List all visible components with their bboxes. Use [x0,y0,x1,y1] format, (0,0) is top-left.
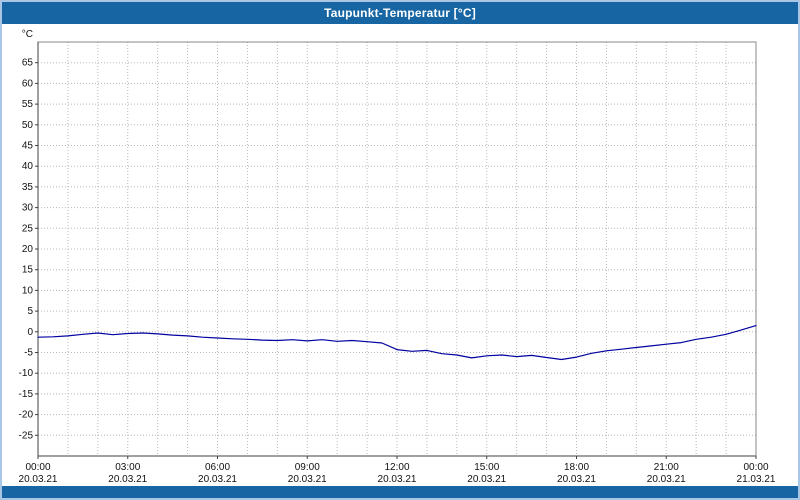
svg-text:5: 5 [27,306,33,317]
svg-text:20.03.21: 20.03.21 [378,474,417,485]
svg-text:20.03.21: 20.03.21 [467,474,506,485]
svg-text:60: 60 [22,78,34,89]
svg-text:°C: °C [22,29,33,40]
svg-text:25: 25 [22,223,34,234]
svg-text:20.03.21: 20.03.21 [557,474,596,485]
svg-text:09:00: 09:00 [295,462,320,473]
svg-text:35: 35 [22,182,34,193]
svg-text:-10: -10 [19,368,34,379]
svg-text:00:00: 00:00 [25,462,50,473]
svg-text:21.03.21: 21.03.21 [737,474,776,485]
svg-text:40: 40 [22,161,34,172]
svg-text:18:00: 18:00 [564,462,589,473]
title-bar: Taupunkt-Temperatur [°C] [2,2,798,24]
svg-text:-15: -15 [19,389,34,400]
svg-text:30: 30 [22,203,34,214]
svg-text:50: 50 [22,120,34,131]
svg-text:0: 0 [27,327,33,338]
svg-text:45: 45 [22,141,34,152]
footer-bar [2,486,798,498]
svg-text:06:00: 06:00 [205,462,230,473]
svg-text:10: 10 [22,285,34,296]
svg-text:03:00: 03:00 [115,462,140,473]
svg-text:20.03.21: 20.03.21 [19,474,58,485]
svg-text:20.03.21: 20.03.21 [288,474,327,485]
svg-text:12:00: 12:00 [384,462,409,473]
svg-text:21:00: 21:00 [654,462,679,473]
svg-text:-25: -25 [19,430,34,441]
svg-text:-20: -20 [19,410,34,421]
svg-text:20.03.21: 20.03.21 [108,474,147,485]
svg-text:20.03.21: 20.03.21 [198,474,237,485]
svg-text:00:00: 00:00 [743,462,768,473]
svg-text:15: 15 [22,265,34,276]
svg-text:20.03.21: 20.03.21 [647,474,686,485]
svg-text:55: 55 [22,99,34,110]
svg-text:15:00: 15:00 [474,462,499,473]
chart-canvas: 65605550454035302520151050-5-10-15-20-25… [19,29,776,485]
svg-text:-5: -5 [24,348,33,359]
chart-title: Taupunkt-Temperatur [°C] [324,6,476,20]
svg-text:20: 20 [22,244,34,255]
chart-area: 65 60 55 50 45 40 35 30 25 20 15 10 5 0 -5 -10 -15 -20 -25… [2,24,798,486]
svg-text:65: 65 [22,58,34,69]
